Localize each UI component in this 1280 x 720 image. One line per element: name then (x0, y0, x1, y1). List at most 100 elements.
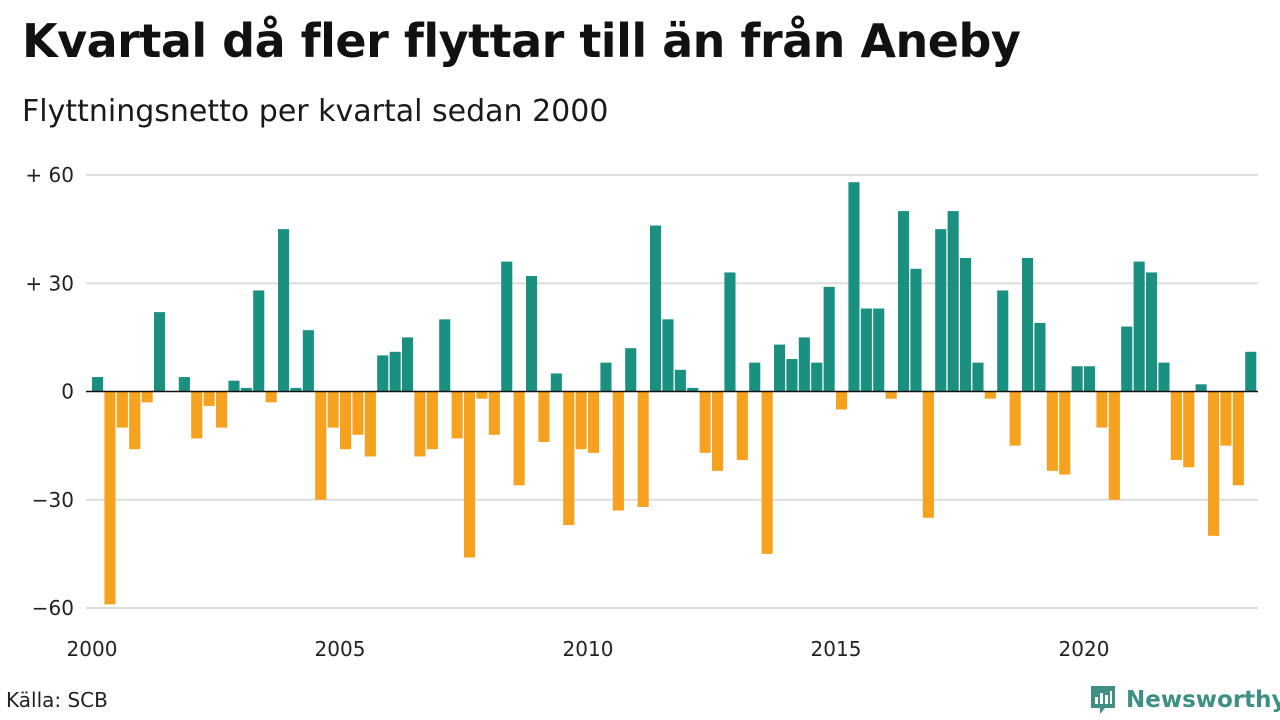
bar (811, 362, 823, 392)
bar (228, 380, 240, 392)
bar (575, 391, 587, 450)
bar (104, 391, 116, 605)
x-axis-labels: 2000 2005 2010 2015 2020 (67, 637, 1110, 661)
bar (761, 391, 773, 554)
bar (823, 286, 835, 392)
bar (240, 387, 252, 392)
bar-chart: + 60 + 30 0 −30 −60 2000 2005 2010 2015 2020 (25, 163, 1258, 661)
bar (1245, 351, 1257, 392)
bar (315, 391, 327, 500)
bar (538, 391, 550, 443)
bar (464, 391, 476, 558)
bar (984, 391, 996, 399)
bar (910, 268, 922, 392)
bar (798, 337, 810, 392)
bar (687, 387, 699, 392)
bar (699, 391, 711, 453)
bar (860, 308, 872, 392)
bar (439, 319, 451, 392)
bar (216, 391, 228, 428)
bar (352, 391, 364, 435)
bar (922, 391, 934, 518)
bar (451, 391, 463, 439)
bar (1195, 384, 1207, 392)
chart-subtitle: Flyttningsnetto per kvartal sedan 2000 (22, 94, 609, 129)
bar (129, 391, 141, 450)
bar (935, 229, 947, 392)
bar (154, 312, 166, 392)
bar (774, 344, 786, 392)
bar (873, 308, 885, 392)
bar (1034, 322, 1046, 392)
x-tick-label: 2015 (811, 637, 862, 661)
bar (712, 391, 724, 471)
y-tick-label: −60 (32, 596, 74, 620)
bar (191, 391, 203, 439)
bar (513, 391, 525, 486)
bar (836, 391, 848, 410)
bar (947, 211, 959, 392)
bar (1158, 362, 1170, 392)
bar (898, 211, 910, 392)
bar (1108, 391, 1120, 500)
bar (1170, 391, 1182, 461)
y-axis-labels: + 60 + 30 0 −30 −60 (25, 163, 74, 620)
bar (736, 391, 748, 461)
bar (141, 391, 153, 403)
bar (1183, 391, 1195, 468)
bar (203, 391, 215, 406)
bar (1084, 366, 1096, 392)
bar (340, 391, 352, 450)
bar (1046, 391, 1058, 471)
bar (116, 391, 128, 428)
bar (550, 373, 562, 392)
brand-name: Newsworthy (1126, 687, 1280, 713)
y-tick-label: + 30 (25, 271, 74, 295)
bar (265, 391, 277, 403)
bar (389, 351, 401, 392)
bar (1096, 391, 1108, 428)
bar (885, 391, 897, 399)
newsworthy-logo-icon (1091, 686, 1115, 714)
bar (1059, 391, 1071, 475)
bar (501, 261, 513, 392)
y-tick-label: −30 (32, 488, 74, 512)
source-note: Källa: SCB (6, 688, 108, 712)
bar (1022, 257, 1034, 392)
bar (600, 362, 612, 392)
bar (1133, 261, 1145, 392)
x-tick-label: 2020 (1059, 637, 1110, 661)
bar (625, 348, 637, 392)
bar (278, 229, 290, 392)
x-tick-label: 2000 (67, 637, 118, 661)
bar (377, 355, 389, 392)
chart-title: Kvartal då fler flyttar till än från Ane… (22, 14, 1021, 68)
bar (414, 391, 426, 457)
bar (588, 391, 600, 453)
bar (674, 369, 686, 392)
bar (178, 377, 190, 392)
bar (302, 330, 314, 392)
bars (92, 182, 1257, 605)
x-tick-label: 2005 (315, 637, 366, 661)
x-tick-label: 2010 (563, 637, 614, 661)
bar (476, 391, 488, 399)
bar (960, 257, 972, 392)
bar (402, 337, 414, 392)
y-tick-label: + 60 (25, 163, 74, 187)
bar (1208, 391, 1220, 536)
bar (997, 290, 1009, 392)
bar (1232, 391, 1244, 486)
brand-logo: Newsworthy (1088, 683, 1280, 717)
bar (253, 290, 265, 392)
bar (1121, 326, 1133, 392)
bar (972, 362, 984, 392)
bar (488, 391, 500, 435)
bar (526, 276, 538, 392)
bar (1220, 391, 1232, 446)
bar (848, 182, 860, 392)
bar (364, 391, 376, 457)
bar (1071, 366, 1083, 392)
bar (650, 225, 662, 392)
bar (426, 391, 438, 450)
